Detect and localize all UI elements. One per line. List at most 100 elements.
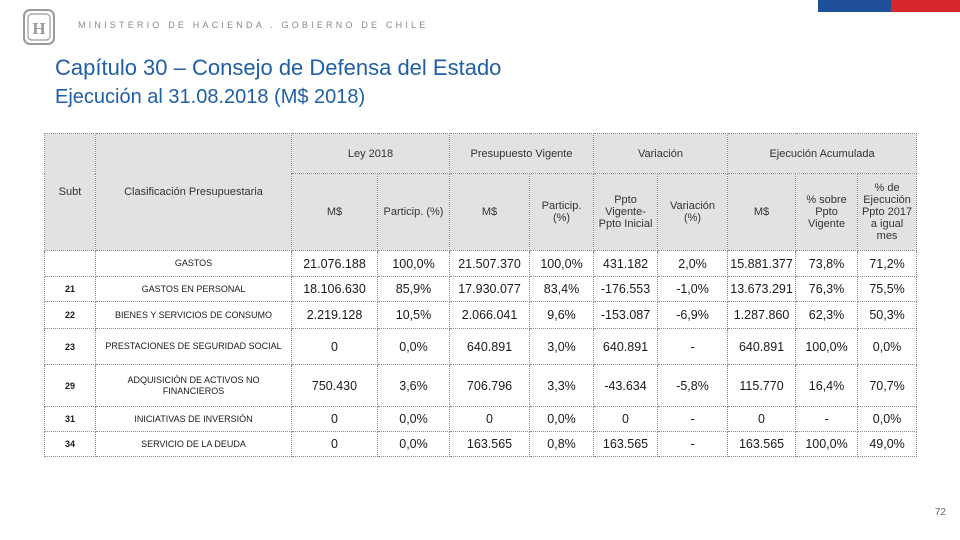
table-row: GASTOS 21.076.188 100,0% 21.507.370 100,… — [44, 250, 918, 277]
cell-sobre-vig: 76,3% — [795, 276, 859, 302]
col-vig-m: M$ — [449, 173, 531, 251]
cell-ley-pct: 0,0% — [376, 431, 451, 457]
cell-clasificacion: GASTOS — [95, 250, 292, 277]
cell-vig-pct: 0,8% — [529, 431, 595, 457]
cell-ley-pct: 3,6% — [376, 364, 451, 407]
cell-subt: 23 — [44, 328, 96, 365]
col-ley-particip: Particip. (%) — [376, 173, 451, 251]
table-row: 23 PRESTACIONES DE SEGURIDAD SOCIAL 0 0,… — [44, 328, 918, 365]
cell-subt: 31 — [44, 406, 96, 432]
cell-vig-pct: 100,0% — [529, 250, 595, 277]
cell-pct-ejec-2017: 70,7% — [857, 364, 918, 407]
cell-ejec-m: 15.881.377 — [727, 250, 797, 277]
cell-ejec-m: 640.891 — [727, 328, 797, 365]
cell-var-pct: - — [657, 328, 729, 365]
col-vig-particip: Particip. (%) — [529, 173, 595, 251]
cell-ley-m: 21.076.188 — [291, 250, 378, 277]
cell-pct-ejec-2017: 50,3% — [857, 301, 918, 329]
cell-ppto-diff: 0 — [593, 406, 659, 432]
col-var-pct: Variación (%) — [657, 173, 729, 251]
cell-vig-m: 21.507.370 — [449, 250, 531, 277]
group-vigente: Presupuesto Vigente — [449, 133, 595, 174]
cell-vig-m: 640.891 — [449, 328, 531, 365]
cell-sobre-vig: 100,0% — [795, 328, 859, 365]
cell-vig-pct: 0,0% — [529, 406, 595, 432]
cell-subt: 29 — [44, 364, 96, 407]
svg-text:H: H — [32, 19, 45, 38]
cell-subt: 34 — [44, 431, 96, 457]
cell-pct-ejec-2017: 75,5% — [857, 276, 918, 302]
ministry-label: MINISTERIO DE HACIENDA . GOBIERNO DE CHI… — [78, 20, 429, 30]
cell-sobre-vig: 73,8% — [795, 250, 859, 277]
col-ley-m: M$ — [291, 173, 378, 251]
cell-vig-m: 0 — [449, 406, 531, 432]
cell-ley-pct: 0,0% — [376, 328, 451, 365]
page-title: Capítulo 30 – Consejo de Defensa del Est… — [55, 55, 502, 80]
col-ppto-diff: Ppto Vigente- Ppto Inicial — [593, 173, 659, 251]
cell-vig-pct: 9,6% — [529, 301, 595, 329]
table-row: 29 ADQUISICIÓN DE ACTIVOS NO FINANCIEROS… — [44, 364, 918, 407]
cell-sobre-vig: - — [795, 406, 859, 432]
group-ejecucion: Ejecución Acumulada — [727, 133, 918, 174]
cell-ppto-diff: -43.634 — [593, 364, 659, 407]
cell-var-pct: - — [657, 406, 729, 432]
cell-ley-pct: 100,0% — [376, 250, 451, 277]
page-number: 72 — [934, 507, 946, 518]
col-clasificacion: Clasificación Presupuestaria — [95, 133, 292, 251]
cell-clasificacion: ADQUISICIÓN DE ACTIVOS NO FINANCIEROS — [95, 364, 292, 407]
col-sobre-vig: % sobre Ppto Vigente — [795, 173, 859, 251]
flag-bar — [818, 0, 960, 12]
cell-subt — [44, 250, 96, 277]
cell-sobre-vig: 62,3% — [795, 301, 859, 329]
cell-vig-m: 17.930.077 — [449, 276, 531, 302]
cell-var-pct: -6,9% — [657, 301, 729, 329]
cell-pct-ejec-2017: 49,0% — [857, 431, 918, 457]
group-ley: Ley 2018 — [290, 133, 451, 174]
cell-ejec-m: 163.565 — [727, 431, 797, 457]
cell-pct-ejec-2017: 71,2% — [857, 250, 918, 277]
cell-clasificacion: PRESTACIONES DE SEGURIDAD SOCIAL — [95, 328, 292, 365]
cell-ppto-diff: 163.565 — [593, 431, 659, 457]
ministry-logo: H — [23, 9, 55, 45]
cell-sobre-vig: 16,4% — [795, 364, 859, 407]
cell-ley-pct: 10,5% — [376, 301, 451, 329]
cell-ppto-diff: 431.182 — [593, 250, 659, 277]
budget-table: Subt Clasificación Presupuestaria Ley 20… — [44, 133, 918, 457]
cell-clasificacion: GASTOS EN PERSONAL — [95, 276, 292, 302]
cell-var-pct: 2,0% — [657, 250, 729, 277]
cell-vig-m: 163.565 — [449, 431, 531, 457]
cell-var-pct: -5,8% — [657, 364, 729, 407]
cell-pct-ejec-2017: 0,0% — [857, 328, 918, 365]
flag-blue — [818, 0, 891, 12]
cell-var-pct: -1,0% — [657, 276, 729, 302]
cell-ppto-diff: -153.087 — [593, 301, 659, 329]
cell-ppto-diff: 640.891 — [593, 328, 659, 365]
flag-red — [891, 0, 960, 12]
cell-subt: 22 — [44, 301, 96, 329]
cell-ley-m: 0 — [291, 431, 378, 457]
cell-subt: 21 — [44, 276, 96, 302]
cell-vig-pct: 3,3% — [529, 364, 595, 407]
table-row: 34 SERVICIO DE LA DEUDA 0 0,0% 163.565 0… — [44, 431, 918, 457]
cell-ley-pct: 0,0% — [376, 406, 451, 432]
cell-vig-m: 2.066.041 — [449, 301, 531, 329]
cell-ejec-m: 13.673.291 — [727, 276, 797, 302]
cell-clasificacion: SERVICIO DE LA DEUDA — [95, 431, 292, 457]
cell-ley-m: 2.219.128 — [291, 301, 378, 329]
col-subt: Subt — [44, 133, 96, 251]
cell-ley-m: 0 — [291, 328, 378, 365]
cell-clasificacion: BIENES Y SERVICIOS DE CONSUMO — [95, 301, 292, 329]
cell-ley-pct: 85,9% — [376, 276, 451, 302]
cell-ley-m: 0 — [291, 406, 378, 432]
cell-ley-m: 18.106.630 — [291, 276, 378, 302]
page-subtitle: Ejecución al 31.08.2018 (M$ 2018) — [55, 86, 366, 108]
table-row: 31 INICIATIVAS DE INVERSIÓN 0 0,0% 0 0,0… — [44, 406, 918, 432]
cell-ppto-diff: -176.553 — [593, 276, 659, 302]
cell-vig-m: 706.796 — [449, 364, 531, 407]
cell-sobre-vig: 100,0% — [795, 431, 859, 457]
cell-ejec-m: 115.770 — [727, 364, 797, 407]
cell-ejec-m: 1.287.860 — [727, 301, 797, 329]
cell-vig-pct: 3,0% — [529, 328, 595, 365]
cell-pct-ejec-2017: 0,0% — [857, 406, 918, 432]
cell-vig-pct: 83,4% — [529, 276, 595, 302]
